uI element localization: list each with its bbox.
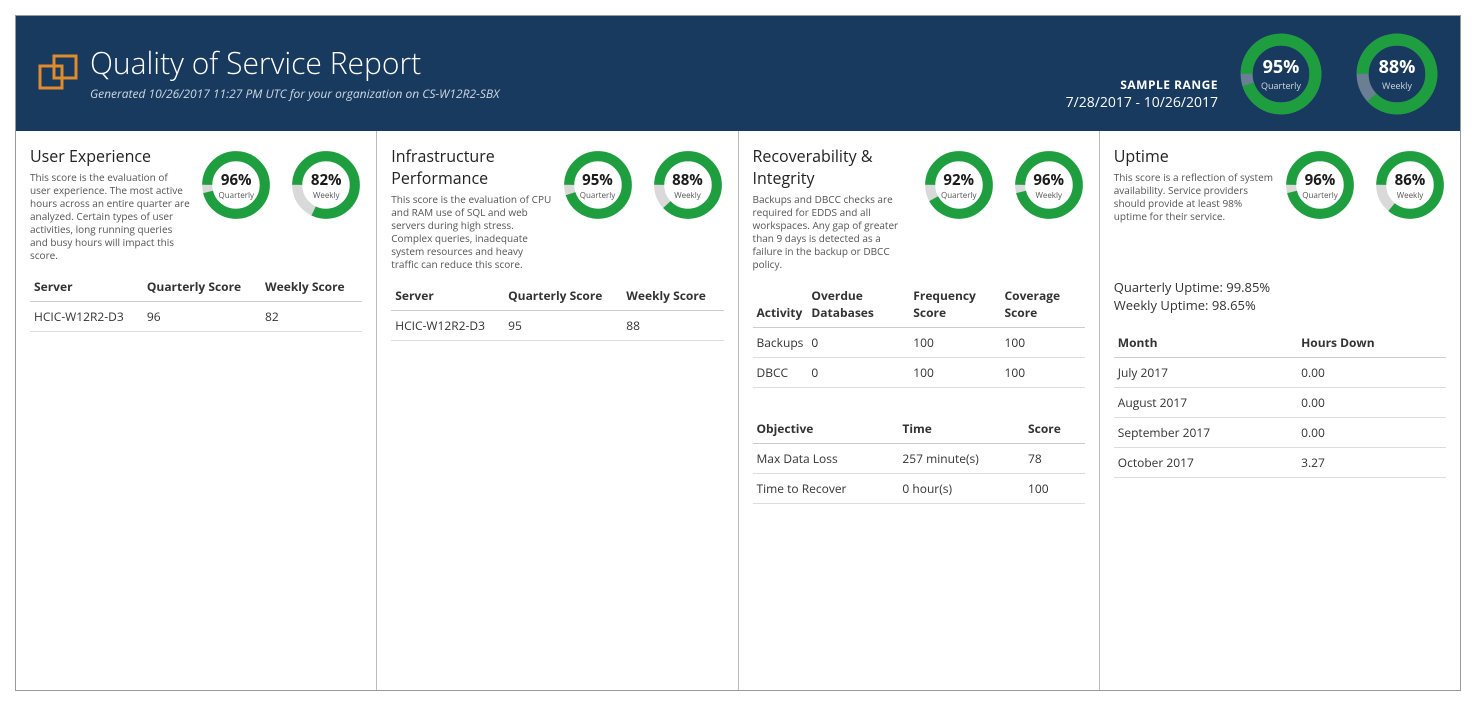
recov-objective-table: ObjectiveTimeScoreMax Data Loss257 minut… <box>753 414 1085 504</box>
uptime-summary: Quarterly Uptime: 99.85% Weekly Uptime: … <box>1114 278 1446 314</box>
header-quarterly-donut: 95% Quarterly <box>1238 31 1324 117</box>
table-cell: 3.27 <box>1297 448 1446 478</box>
table-cell: August 2017 <box>1114 388 1297 418</box>
columns: User Experience This score is the evalua… <box>16 131 1460 690</box>
header-donuts: 95% Quarterly 88% Weekly <box>1238 31 1440 117</box>
table-header: Coverage Score <box>1001 281 1085 328</box>
uptime-table: MonthHours DownJuly 20170.00August 20170… <box>1114 328 1446 478</box>
infra-desc: This score is the evaluation of CPU and … <box>391 193 551 271</box>
sample-range-label: SAMPLE RANGE <box>1066 76 1218 93</box>
col-infrastructure: Infrastructure Performance This score is… <box>377 131 738 690</box>
table-cell: 100 <box>1001 358 1085 388</box>
table-cell: 96 <box>143 302 261 332</box>
uptime-quarterly-line: Quarterly Uptime: 99.85% <box>1114 278 1446 296</box>
table-cell: 0.00 <box>1297 388 1446 418</box>
infra-title: Infrastructure Performance <box>391 145 551 189</box>
table-cell: 100 <box>1001 328 1085 358</box>
report-header: Quality of Service Report Generated 10/2… <box>16 16 1460 131</box>
ux-weekly-donut: 82% Weekly <box>290 149 362 221</box>
table-header: Weekly Score <box>261 272 362 302</box>
table-cell: 88 <box>622 311 723 341</box>
sample-range: SAMPLE RANGE 7/28/2017 - 10/26/2017 <box>1066 76 1218 112</box>
table-cell: HCIC-W12R2-D3 <box>30 302 143 332</box>
table-cell: 0 <box>807 358 909 388</box>
ux-title: User Experience <box>30 145 190 167</box>
table-cell: 0 <box>807 328 909 358</box>
col-user-experience: User Experience This score is the evalua… <box>16 131 377 690</box>
recov-weekly-donut: 96% Weekly <box>1013 149 1085 221</box>
table-header: Overdue Databases <box>807 281 909 328</box>
table-cell: 95 <box>504 311 622 341</box>
table-row: Backups0100100 <box>753 328 1085 358</box>
table-row: Max Data Loss257 minute(s)78 <box>753 444 1085 474</box>
table-header: Server <box>30 272 143 302</box>
table-header: Month <box>1114 328 1297 358</box>
recov-activity-table: ActivityOverdue DatabasesFrequency Score… <box>753 281 1085 388</box>
table-cell: Max Data Loss <box>753 444 899 474</box>
table-cell: October 2017 <box>1114 448 1297 478</box>
table-cell: 78 <box>1024 444 1085 474</box>
col-uptime: Uptime This score is a reflection of sys… <box>1100 131 1460 690</box>
table-cell: 100 <box>909 328 1000 358</box>
logo-icon <box>36 52 80 96</box>
title-block: Quality of Service Report Generated 10/2… <box>90 46 499 102</box>
table-cell: 257 minute(s) <box>898 444 1024 474</box>
header-weekly-donut: 88% Weekly <box>1354 31 1440 117</box>
table-cell: 100 <box>1024 474 1085 504</box>
table-cell: Backups <box>753 328 808 358</box>
uptime-title: Uptime <box>1114 145 1274 167</box>
table-row: August 20170.00 <box>1114 388 1446 418</box>
recov-desc: Backups and DBCC checks are required for… <box>753 193 913 271</box>
table-cell: September 2017 <box>1114 418 1297 448</box>
table-header: Hours Down <box>1297 328 1446 358</box>
table-row: September 20170.00 <box>1114 418 1446 448</box>
table-header: Objective <box>753 414 899 444</box>
uptime-quarterly-donut: 96% Quarterly <box>1284 149 1356 221</box>
table-cell: July 2017 <box>1114 358 1297 388</box>
recov-title: Recoverability & Integrity <box>753 145 913 189</box>
table-cell: Time to Recover <box>753 474 899 504</box>
infra-weekly-donut: 88% Weekly <box>652 149 724 221</box>
table-cell: DBCC <box>753 358 808 388</box>
table-cell: 82 <box>261 302 362 332</box>
infra-quarterly-donut: 95% Quarterly <box>562 149 634 221</box>
table-header: Frequency Score <box>909 281 1000 328</box>
table-cell: 100 <box>909 358 1000 388</box>
table-cell: 0 hour(s) <box>898 474 1024 504</box>
report-subtitle: Generated 10/26/2017 11:27 PM UTC for yo… <box>90 85 499 102</box>
table-cell: HCIC-W12R2-D3 <box>391 311 504 341</box>
table-cell: 0.00 <box>1297 358 1446 388</box>
uptime-desc: This score is a reflection of system ava… <box>1114 171 1274 223</box>
header-left: Quality of Service Report Generated 10/2… <box>36 46 1066 102</box>
table-row: Time to Recover0 hour(s)100 <box>753 474 1085 504</box>
table-row: DBCC0100100 <box>753 358 1085 388</box>
table-header: Server <box>391 281 504 311</box>
table-row: HCIC-W12R2-D39588 <box>391 311 723 341</box>
ux-desc: This score is the evaluation of user exp… <box>30 171 190 262</box>
report-container: Quality of Service Report Generated 10/2… <box>15 15 1461 691</box>
sample-range-value: 7/28/2017 - 10/26/2017 <box>1066 93 1218 112</box>
infra-table: ServerQuarterly ScoreWeekly ScoreHCIC-W1… <box>391 281 723 341</box>
ux-quarterly-donut: 96% Quarterly <box>200 149 272 221</box>
table-header: Score <box>1024 414 1085 444</box>
table-row: October 20173.27 <box>1114 448 1446 478</box>
col-recoverability: Recoverability & Integrity Backups and D… <box>739 131 1100 690</box>
table-header: Weekly Score <box>622 281 723 311</box>
uptime-weekly-donut: 86% Weekly <box>1374 149 1446 221</box>
report-title: Quality of Service Report <box>90 46 499 79</box>
table-row: July 20170.00 <box>1114 358 1446 388</box>
table-header: Quarterly Score <box>504 281 622 311</box>
ux-table: ServerQuarterly ScoreWeekly ScoreHCIC-W1… <box>30 272 362 332</box>
table-row: HCIC-W12R2-D39682 <box>30 302 362 332</box>
uptime-weekly-line: Weekly Uptime: 98.65% <box>1114 296 1446 314</box>
recov-quarterly-donut: 92% Quarterly <box>923 149 995 221</box>
table-header: Quarterly Score <box>143 272 261 302</box>
table-header: Time <box>898 414 1024 444</box>
table-cell: 0.00 <box>1297 418 1446 448</box>
table-header: Activity <box>753 281 808 328</box>
